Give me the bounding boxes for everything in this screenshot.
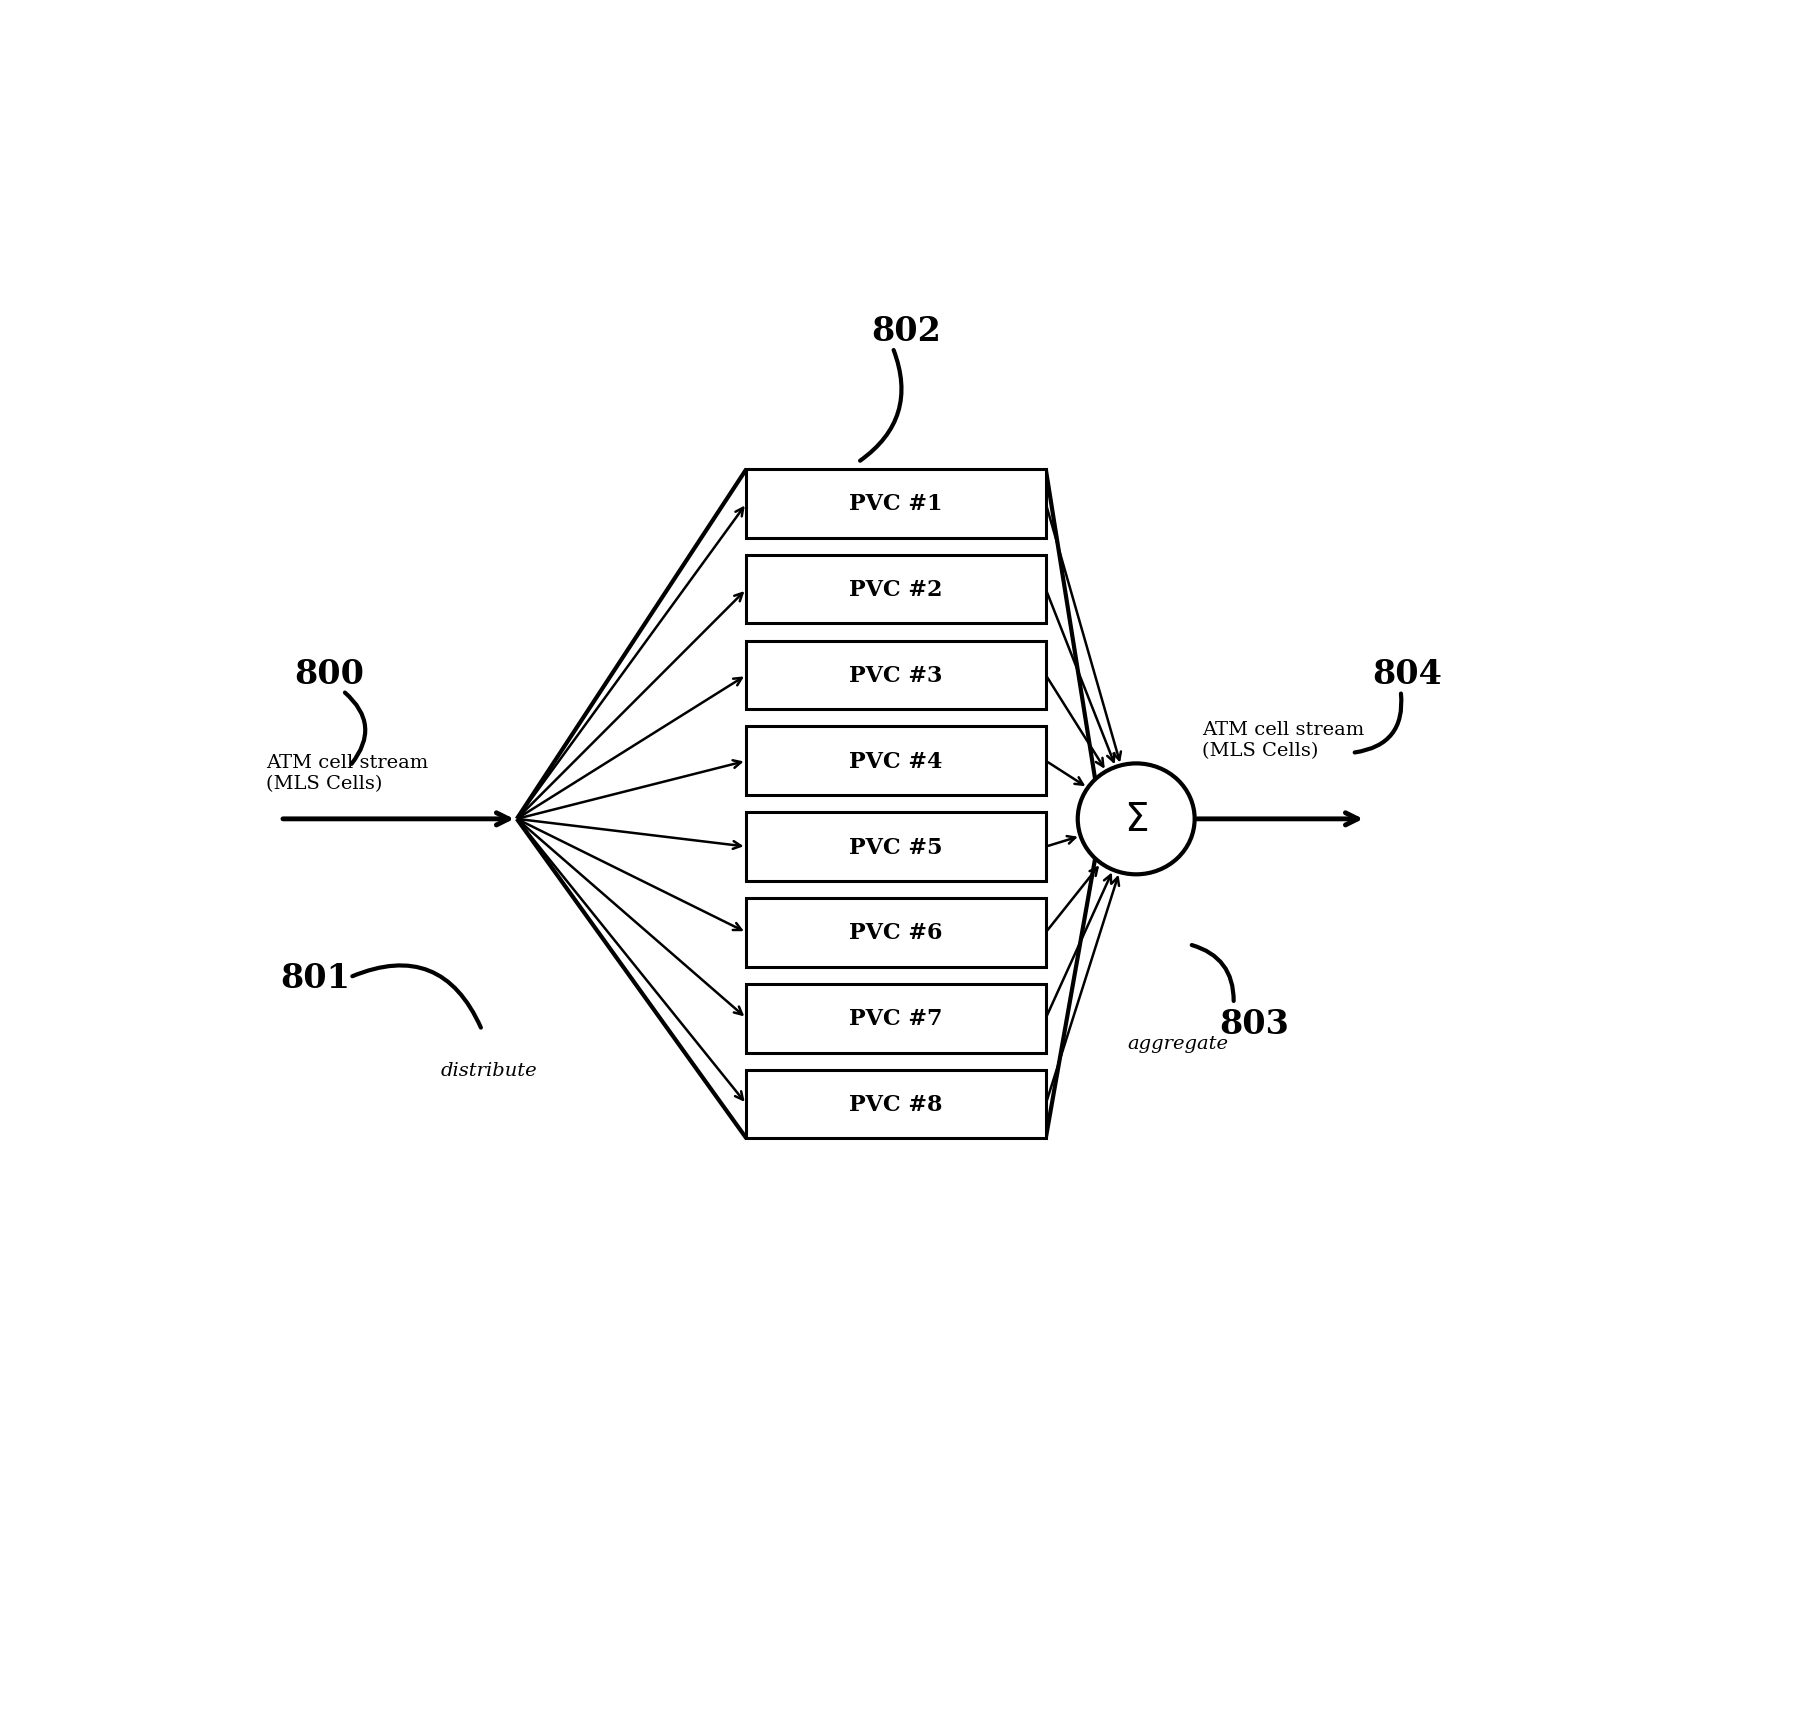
Text: 804: 804 (1372, 658, 1442, 691)
Text: ATM cell stream
(MLS Cells): ATM cell stream (MLS Cells) (266, 754, 429, 792)
Bar (747, 984, 1045, 1052)
Bar (747, 898, 1045, 967)
Text: PVC #3: PVC #3 (850, 665, 943, 687)
Text: PVC #4: PVC #4 (850, 751, 943, 773)
Bar (747, 555, 1045, 624)
Bar (747, 641, 1045, 710)
Text: aggregate: aggregate (1128, 1035, 1228, 1052)
Bar (747, 812, 1045, 881)
Bar (747, 470, 1045, 538)
Text: 800: 800 (295, 658, 365, 691)
Text: PVC #6: PVC #6 (850, 922, 943, 944)
Text: $\Sigma$: $\Sigma$ (1124, 800, 1148, 838)
Text: 803: 803 (1219, 1008, 1290, 1040)
Bar (747, 727, 1045, 795)
Text: 802: 802 (871, 315, 941, 348)
Bar (747, 1070, 1045, 1138)
Circle shape (1078, 764, 1194, 874)
Text: PVC #2: PVC #2 (850, 579, 943, 600)
Text: ATM cell stream
(MLS Cells): ATM cell stream (MLS Cells) (1202, 722, 1363, 759)
Text: PVC #1: PVC #1 (850, 494, 943, 514)
Text: PVC #7: PVC #7 (850, 1008, 943, 1030)
Text: PVC #5: PVC #5 (850, 836, 943, 859)
Text: 801: 801 (280, 962, 350, 994)
Text: PVC #8: PVC #8 (850, 1094, 943, 1116)
Text: distribute: distribute (440, 1061, 537, 1080)
